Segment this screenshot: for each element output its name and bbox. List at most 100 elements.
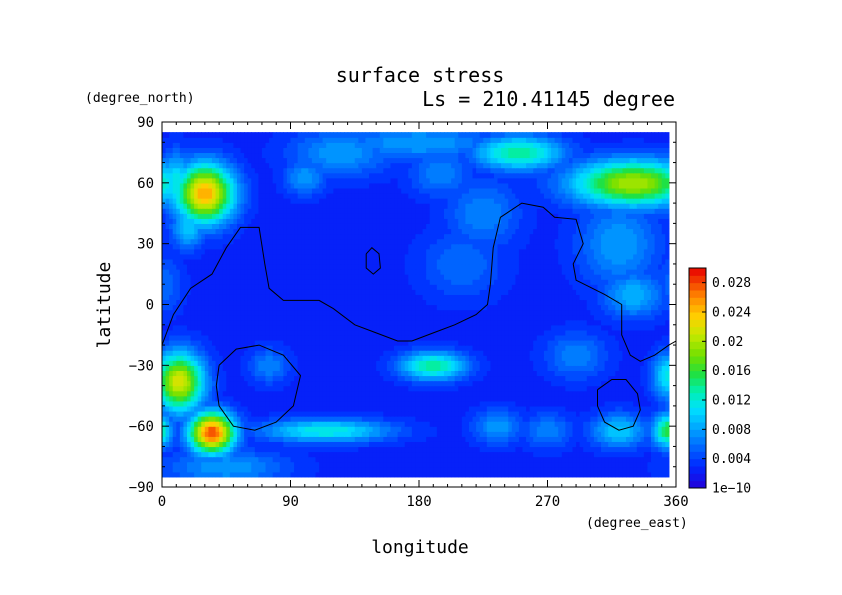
heatmap-cell [179,380,185,387]
heatmap-cell [593,380,599,387]
heatmap-cell [176,410,181,417]
heatmap-cell [322,304,327,311]
heatmap-cell [618,360,624,366]
heatmap-cell [590,436,595,442]
heatmap-cell [286,436,292,442]
heatmap-cell [543,299,549,306]
heatmap-cell [354,385,359,392]
heatmap-cell [604,329,609,336]
heatmap-cell [386,309,392,316]
heatmap-cell [351,375,356,382]
heatmap-cell [515,334,520,341]
heatmap-cell [426,339,431,346]
heatmap-cell [540,380,545,387]
heatmap-cell [301,385,306,392]
heatmap-cell [286,446,292,453]
heatmap-cell [365,400,370,407]
heatmap-cell [622,436,627,442]
heatmap-cell [219,350,224,356]
heatmap-cell [554,370,559,377]
heatmap-cell [358,400,363,407]
heatmap-cell [251,400,256,407]
heatmap-cell [326,385,331,392]
heatmap-cell [636,446,641,453]
heatmap-cell [272,365,277,371]
heatmap-cell [454,329,459,336]
heatmap-cell [579,405,584,412]
heatmap-cell [190,436,195,442]
heatmap-cell [533,385,538,392]
heatmap-cell [194,456,199,463]
heatmap-cell [236,350,242,356]
heatmap-cell [611,380,616,387]
heatmap-cell [643,451,649,458]
heatmap-cell [601,350,606,356]
heatmap-cell [615,329,620,336]
heatmap-cell [311,436,317,442]
heatmap-cell [208,451,213,458]
heatmap-cell [329,431,334,437]
heatmap-cell [326,456,331,463]
heatmap-cell [279,400,284,407]
heatmap-cell [547,345,552,351]
heatmap-cell [661,304,666,311]
heatmap-cell [504,405,509,412]
heatmap-cell [604,360,609,366]
heatmap-cell [422,395,427,402]
heatmap-cell [376,426,381,432]
heatmap-cell [643,370,649,377]
heatmap-cell [601,456,606,463]
heatmap-cell [251,299,256,306]
heatmap-cell [643,314,649,321]
heatmap-cell [640,471,645,478]
heatmap-cell [501,431,506,437]
heatmap-cell [186,329,192,336]
heatmap-cell [422,304,427,311]
heatmap-cell [340,370,345,377]
heatmap-cell [172,360,177,366]
heatmap-cell [601,339,606,346]
heatmap-cell [654,456,659,463]
heatmap-cell [568,299,574,306]
heatmap-cell [579,400,584,407]
heatmap-cell [636,441,641,448]
heatmap-cell [297,355,302,361]
heatmap-cell [286,345,292,351]
heatmap-cell [176,426,181,432]
heatmap-cell [558,365,563,371]
heatmap-cell [390,441,395,448]
heatmap-cell [265,299,270,306]
heatmap-cell [254,461,259,468]
heatmap-cell [308,365,313,371]
heatmap-cell [576,405,581,412]
heatmap-cell [654,345,659,351]
heatmap-cell [501,456,506,463]
heatmap-cell [165,471,170,478]
heatmap-cell [361,370,367,377]
heatmap-cell [540,339,545,346]
heatmap-cell [233,350,238,356]
heatmap-cell [597,329,602,336]
heatmap-cell [276,370,281,377]
heatmap-cell [576,299,581,306]
heatmap-cell [211,385,217,392]
heatmap-cell [651,329,656,336]
heatmap-cell [651,446,656,453]
heatmap-cell [590,456,595,463]
heatmap-cell [579,350,584,356]
heatmap-cell [369,299,374,306]
heatmap-cell [329,375,334,382]
heatmap-cell [404,416,409,422]
heatmap-cell [540,319,545,326]
heatmap-cell [379,324,384,331]
heatmap-cell [540,451,545,458]
heatmap-cell [176,339,181,346]
heatmap-cell [543,380,549,387]
heatmap-cell [397,456,402,463]
heatmap-cell [222,400,227,407]
heatmap-cell [543,314,549,321]
heatmap-cell [244,400,249,407]
heatmap-cell [665,314,670,321]
heatmap-cell [347,370,352,377]
heatmap-cell [551,309,556,316]
